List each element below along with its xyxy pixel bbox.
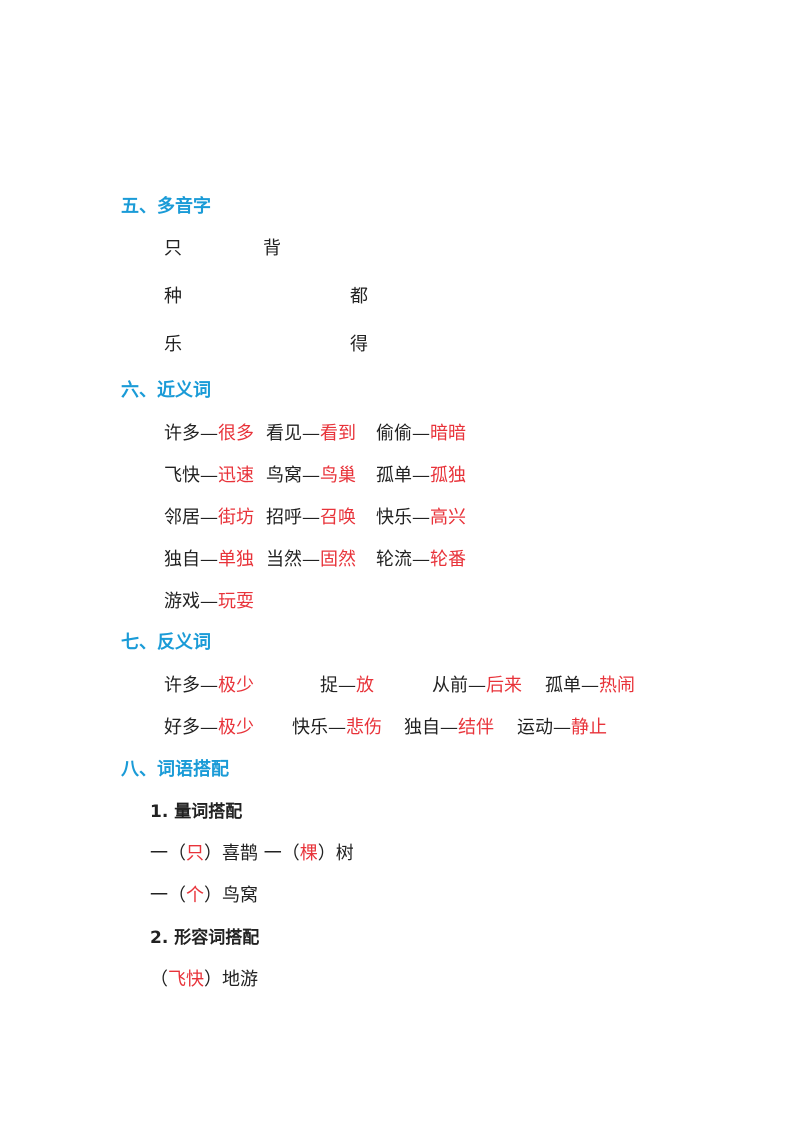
synonym-pair: 游戏—玩耍 [164, 587, 254, 613]
answer: 热闹 [599, 675, 635, 696]
synonym-pair: 当然—固然 [266, 545, 356, 571]
section-heading-antonyms: 七、反义词 [121, 632, 211, 653]
section-heading-polyphonic: 五、多音字 [121, 196, 211, 217]
answer: 极少 [218, 675, 254, 696]
synonym-pair: 邻居—街坊 [164, 503, 254, 529]
synonym-pair: 孤单—孤独 [376, 461, 466, 487]
answer: 暗暗 [430, 423, 466, 444]
word: 独自— [164, 549, 218, 570]
antonym-pair: 孤单—热闹 [545, 671, 635, 697]
answer: 棵 [299, 843, 318, 864]
antonym-pair: 独自—结伴 [404, 713, 494, 739]
polyphonic-char: 只 [164, 238, 182, 259]
synonym-pair: 独自—单独 [164, 545, 254, 571]
answer: 放 [356, 675, 374, 696]
answer: 高兴 [430, 507, 466, 528]
synonym-pair: 看见—看到 [266, 419, 356, 445]
antonym-pair: 快乐—悲伤 [292, 713, 382, 739]
word: 邻居— [164, 507, 218, 528]
word: 看见— [266, 423, 320, 444]
answer: 看到 [320, 423, 356, 444]
antonym-pair: 捉—放 [320, 671, 374, 697]
text: ）喜鹊 一（ [204, 843, 300, 864]
answer: 极少 [218, 717, 254, 738]
word: 飞快— [164, 465, 218, 486]
word: 偷偷— [376, 423, 430, 444]
subheading-measure-words: 1. 量词搭配 [150, 802, 243, 822]
synonym-pair: 轮流—轮番 [376, 545, 466, 571]
word: 独自— [404, 717, 458, 738]
answer: 轮番 [430, 549, 466, 570]
word: 孤单— [376, 465, 430, 486]
word: 许多— [164, 423, 218, 444]
word: 游戏— [164, 591, 218, 612]
synonym-pair: 快乐—高兴 [376, 503, 466, 529]
polyphonic-char: 背 [263, 238, 281, 259]
antonym-pair: 好多—极少 [164, 713, 254, 739]
text: （ [150, 969, 168, 990]
text: 一（ [150, 843, 186, 864]
word: 招呼— [266, 507, 320, 528]
answer: 孤独 [430, 465, 466, 486]
text: ）鸟窝 [204, 885, 258, 906]
polyphonic-char: 都 [350, 286, 368, 307]
polyphonic-char: 种 [164, 286, 182, 307]
word: 轮流— [376, 549, 430, 570]
antonym-pair: 许多—极少 [164, 671, 254, 697]
answer: 街坊 [218, 507, 254, 528]
synonym-pair: 招呼—召唤 [266, 503, 356, 529]
answer: 玩耍 [218, 591, 254, 612]
antonym-pair: 从前—后来 [432, 671, 522, 697]
answer: 只 [186, 843, 204, 864]
polyphonic-char: 得 [350, 334, 368, 355]
antonym-pair: 运动—静止 [517, 713, 607, 739]
word: 当然— [266, 549, 320, 570]
word: 好多— [164, 717, 218, 738]
synonym-pair: 偷偷—暗暗 [376, 419, 466, 445]
answer: 静止 [571, 717, 607, 738]
word: 运动— [517, 717, 571, 738]
text: ）树 [317, 843, 354, 864]
answer: 结伴 [458, 717, 494, 738]
answer: 个 [186, 885, 204, 906]
word: 捉— [320, 675, 356, 696]
word: 许多— [164, 675, 218, 696]
section-heading-collocations: 八、词语搭配 [121, 759, 229, 780]
answer: 鸟巢 [320, 465, 356, 486]
synonym-pair: 飞快—迅速 [164, 461, 254, 487]
section-heading-synonyms: 六、近义词 [121, 380, 211, 401]
collocation-line: 一（只）喜鹊 一（棵）树 [150, 839, 354, 865]
synonym-pair: 许多—很多 [164, 419, 254, 445]
synonym-pair: 鸟窝—鸟巢 [266, 461, 356, 487]
word: 孤单— [545, 675, 599, 696]
collocation-line: 一（个）鸟窝 [150, 881, 258, 907]
word: 从前— [432, 675, 486, 696]
answer: 悲伤 [346, 717, 382, 738]
word: 快乐— [376, 507, 430, 528]
word: 鸟窝— [266, 465, 320, 486]
answer: 固然 [320, 549, 356, 570]
answer: 迅速 [218, 465, 254, 486]
word: 快乐— [292, 717, 346, 738]
answer: 飞快 [168, 969, 204, 990]
text: 一（ [150, 885, 186, 906]
text: ）地游 [204, 969, 258, 990]
answer: 单独 [218, 549, 254, 570]
subheading-adjectives: 2. 形容词搭配 [150, 928, 260, 948]
answer: 召唤 [320, 507, 356, 528]
answer: 后来 [486, 675, 522, 696]
collocation-line: （飞快）地游 [150, 965, 258, 991]
polyphonic-char: 乐 [164, 334, 182, 355]
answer: 很多 [218, 423, 254, 444]
